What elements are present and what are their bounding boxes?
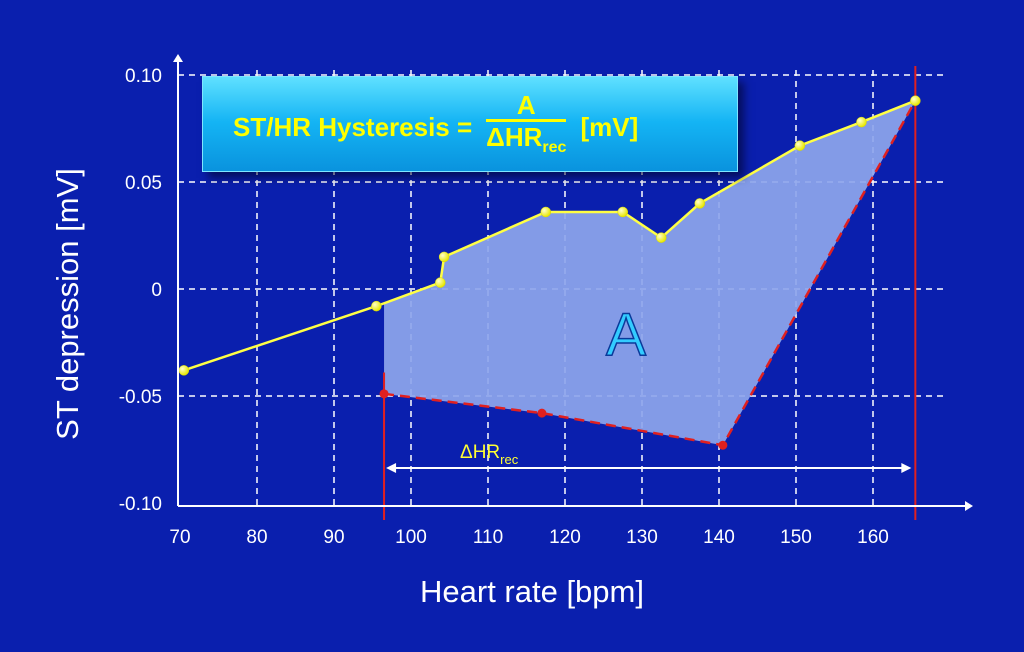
- x-tick-label-160: 160: [857, 527, 889, 548]
- annotation-layer: A ΔHRrec: [386, 300, 912, 473]
- formula-denominator-sub: rec: [542, 139, 567, 157]
- exercise-point-8: [694, 198, 705, 209]
- y-tick-label-0.10: 0.10: [125, 66, 162, 87]
- y-tick-label--0.10: -0.10: [119, 494, 162, 515]
- x-tick-label-80: 80: [246, 527, 267, 548]
- formula-denominator: ΔHRrec: [486, 122, 566, 163]
- recovery-point-3: [718, 440, 728, 450]
- area-label-A: A: [606, 301, 646, 368]
- y-axis-label: ST depression [mV]: [50, 168, 85, 440]
- recovery-point-1: [379, 389, 389, 399]
- formula-numerator: A: [516, 89, 536, 120]
- y-axis-arrow: [173, 54, 183, 62]
- recovery-point-2: [537, 408, 547, 418]
- x-tick-label-110: 110: [473, 527, 503, 548]
- x-tick-label-70: 70: [169, 527, 190, 548]
- formula-box: ST/HR Hysteresis = A ΔHRrec [mV]: [202, 76, 738, 172]
- series-lines-layer: [178, 66, 921, 520]
- exercise-point-4: [438, 251, 450, 263]
- x-tick-label-140: 140: [703, 527, 735, 548]
- formula-unit: [mV]: [580, 111, 639, 142]
- exercise-point-10: [856, 116, 867, 128]
- delta-hr-label: ΔHRrec: [460, 442, 519, 467]
- formula-fraction: A ΔHRrec: [486, 89, 567, 163]
- delta-hr-label-sub: rec: [500, 452, 519, 467]
- x-tick-label-120: 120: [549, 527, 581, 548]
- y-tick-label--0.05: -0.05: [119, 387, 162, 408]
- axes-layer: [173, 54, 973, 511]
- exercise-point-5: [540, 206, 551, 218]
- delta-hr-arrow-left-head: [386, 463, 397, 473]
- exercise-point-6: [617, 206, 628, 218]
- x-axis-label: Heart rate [bpm]: [420, 574, 644, 609]
- tick-labels-layer: 70 80 90 100 110 120 130 140 150 160 0.10 0.05 0 -0.0…: [50, 66, 889, 609]
- hysteresis-area-layer: [384, 100, 916, 446]
- exercise-point-9: [794, 140, 806, 151]
- formula-lhs: ST/HR Hysteresis =: [233, 111, 473, 142]
- exercise-point-7: [656, 232, 667, 243]
- delta-hr-arrow-right-head: [901, 463, 912, 473]
- exercise-point-1: [178, 365, 190, 376]
- y-tick-label-0.05: 0.05: [125, 173, 162, 194]
- formula-denominator-base: ΔHR: [486, 121, 543, 152]
- hysteresis-formula: ST/HR Hysteresis = A ΔHRrec [mV]: [233, 91, 639, 156]
- delta-hr-label-base: ΔHR: [460, 442, 500, 463]
- exercise-point-11: [910, 95, 921, 106]
- hysteresis-area-A: [384, 100, 916, 446]
- x-tick-label-100: 100: [395, 527, 427, 548]
- exercise-point-2: [371, 300, 382, 312]
- exercise-point-3: [435, 277, 446, 288]
- y-tick-label-0: 0: [151, 280, 162, 301]
- fraction-bar: [486, 118, 567, 122]
- x-tick-label-90: 90: [323, 527, 344, 548]
- x-tick-label-130: 130: [626, 527, 658, 548]
- x-axis-arrow: [965, 501, 973, 511]
- x-tick-label-150: 150: [780, 527, 812, 548]
